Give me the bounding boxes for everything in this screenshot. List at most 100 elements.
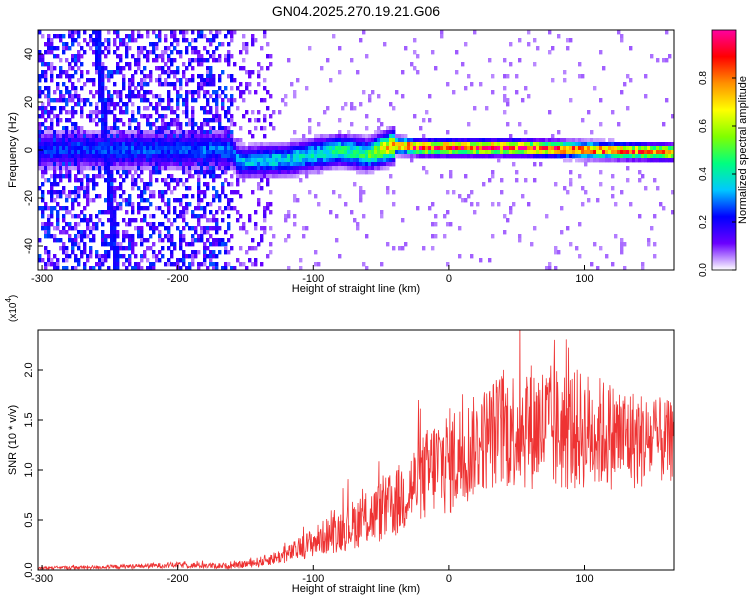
heatmap-cell: [95, 254, 99, 259]
heatmap-cell: [44, 118, 48, 123]
heatmap-cell: [479, 82, 483, 87]
heatmap-cell: [110, 202, 114, 207]
heatmap-cell: [326, 162, 330, 167]
heatmap-cell: [224, 150, 228, 155]
heatmap-cell: [203, 214, 207, 219]
heatmap-cell: [152, 194, 156, 199]
heatmap-cell: [614, 154, 618, 159]
heatmap-cell: [113, 106, 117, 111]
heatmap-cell: [257, 150, 261, 155]
heatmap-cell: [242, 150, 246, 155]
heatmap-cell: [287, 142, 291, 147]
heatmap-cell: [545, 154, 549, 159]
heatmap-cell: [593, 150, 597, 155]
heatmap-cell: [599, 170, 603, 175]
heatmap-cell: [110, 178, 114, 183]
heatmap-cell: [65, 102, 69, 107]
heatmap-cell: [77, 150, 81, 155]
heatmap-cell: [446, 146, 450, 151]
heatmap-cell: [167, 90, 171, 95]
heatmap-cell: [104, 254, 108, 259]
heatmap-cell: [176, 262, 180, 267]
heatmap-cell: [350, 162, 354, 167]
heatmap-cell: [320, 146, 324, 151]
heatmap-cell: [155, 134, 159, 139]
heatmap-cell: [182, 38, 186, 43]
heatmap-cell: [86, 226, 90, 231]
heatmap-cell: [71, 106, 75, 111]
heatmap-cell: [536, 46, 540, 51]
heatmap-cell: [329, 166, 333, 171]
heatmap-cell: [209, 82, 213, 87]
heatmap-cell: [497, 158, 501, 163]
heatmap-cell: [140, 154, 144, 159]
heatmap-cell: [341, 134, 345, 139]
heatmap-cell: [392, 202, 396, 207]
heatmap-cell: [74, 190, 78, 195]
heatmap-cell: [596, 138, 600, 143]
heatmap-cell: [302, 170, 306, 175]
heatmap-cell: [89, 230, 93, 235]
heatmap-cell: [215, 114, 219, 119]
heatmap-cell: [314, 194, 318, 199]
heatmap-cell: [257, 198, 261, 203]
heatmap-cell: [665, 154, 669, 159]
heatmap-cell: [314, 158, 318, 163]
heatmap-cell: [491, 138, 495, 143]
heatmap-cell: [518, 58, 522, 63]
heatmap-cell: [596, 266, 600, 270]
heatmap-cell: [203, 242, 207, 247]
heatmap-cell: [155, 126, 159, 131]
heatmap-cell: [245, 70, 249, 75]
heatmap-cell: [497, 146, 501, 151]
heatmap-cell: [59, 246, 63, 251]
heatmap-cell: [422, 154, 426, 159]
heatmap-cell: [215, 138, 219, 143]
heatmap-cell: [536, 146, 540, 151]
heatmap-cell: [512, 150, 516, 155]
heatmap-cell: [104, 258, 108, 263]
heatmap-cell: [287, 162, 291, 167]
heatmap-cell: [200, 134, 204, 139]
heatmap-cell: [188, 130, 192, 135]
heatmap-cell: [50, 74, 54, 79]
heatmap-cell: [311, 150, 315, 155]
heatmap-cell: [377, 150, 381, 155]
heatmap-cell: [200, 54, 204, 59]
heatmap-cell: [362, 150, 366, 155]
heatmap-cell: [125, 130, 129, 135]
heatmap-cell: [128, 170, 132, 175]
heatmap-cell: [95, 114, 99, 119]
heatmap-cell: [185, 150, 189, 155]
heatmap-cell: [95, 62, 99, 67]
heatmap-cell: [659, 158, 663, 163]
heatmap-cell: [191, 238, 195, 243]
heatmap-cell: [518, 122, 522, 127]
heatmap-cell: [266, 54, 270, 59]
heatmap-cell: [131, 74, 135, 79]
heatmap-cell: [452, 90, 456, 95]
heatmap-cell: [173, 198, 177, 203]
heatmap-cell: [191, 138, 195, 143]
heatmap-cell: [359, 142, 363, 147]
heatmap-cell: [68, 74, 72, 79]
heatmap-cell: [263, 170, 267, 175]
heatmap-cell: [122, 234, 126, 239]
heatmap-cell: [188, 138, 192, 143]
heatmap-cell: [224, 142, 228, 147]
heatmap-cell: [485, 106, 489, 111]
heatmap-cell: [128, 154, 132, 159]
heatmap-cell: [125, 174, 129, 179]
heatmap-cell: [638, 170, 642, 175]
heatmap-cell: [461, 198, 465, 203]
heatmap-cell: [149, 174, 153, 179]
heatmap-cell: [581, 74, 585, 79]
heatmap-cell: [122, 66, 126, 71]
heatmap-cell: [44, 106, 48, 111]
heatmap-cell: [413, 154, 417, 159]
heatmap-cell: [182, 134, 186, 139]
heatmap-cell: [47, 98, 51, 103]
heatmap-cell: [224, 262, 228, 267]
heatmap-cell: [77, 258, 81, 263]
heatmap-cell: [209, 170, 213, 175]
